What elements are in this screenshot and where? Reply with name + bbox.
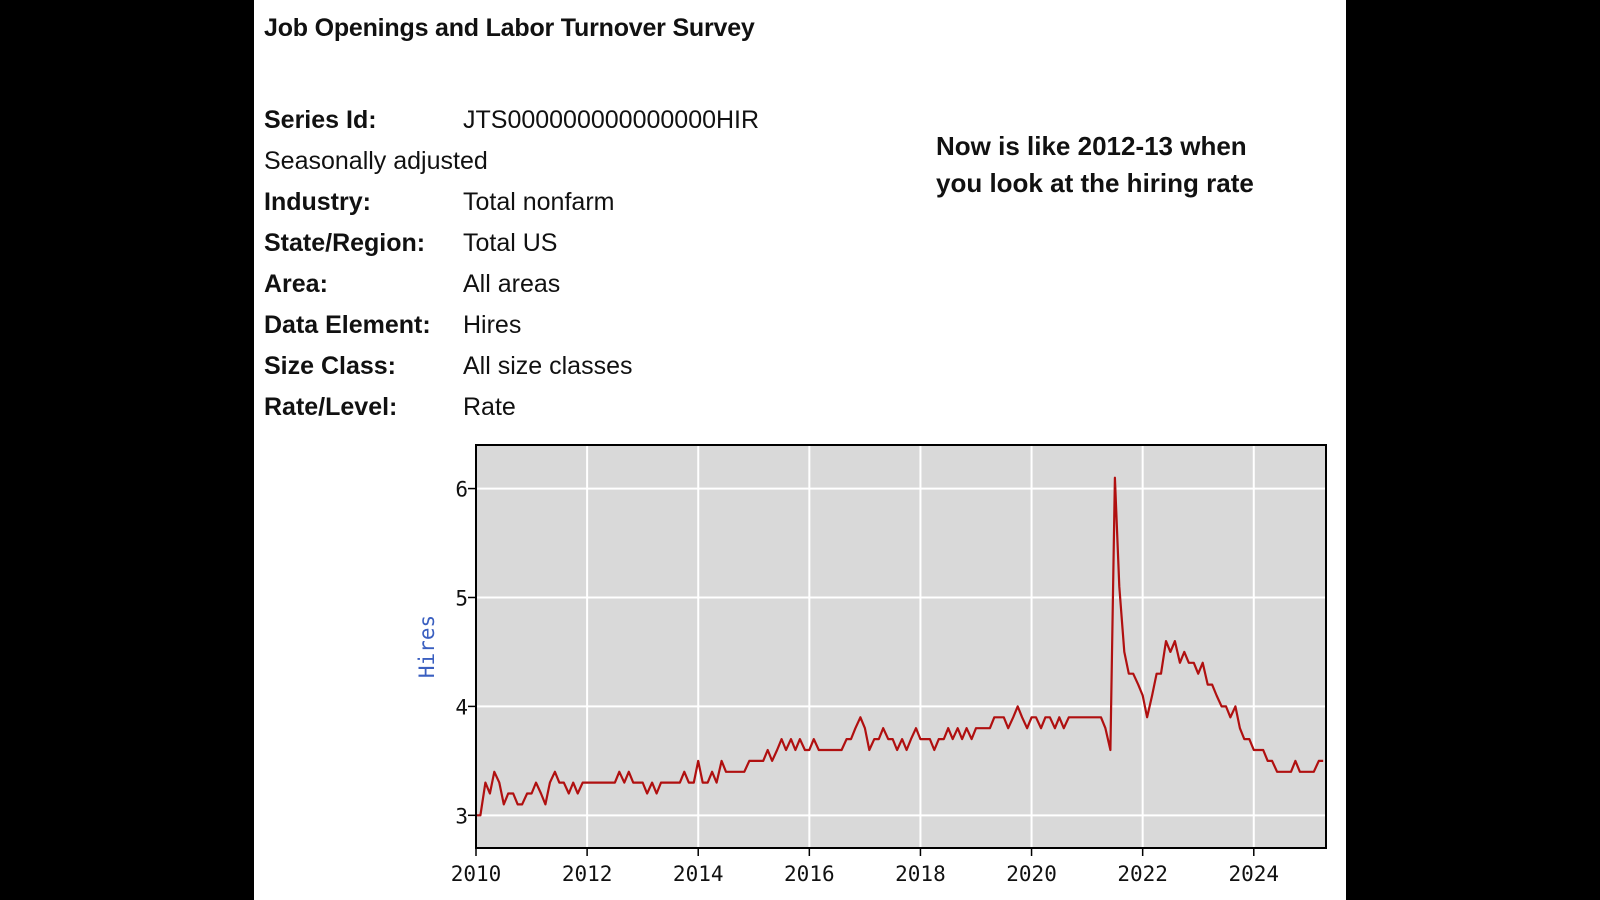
rate-level-value: Rate [463, 393, 516, 421]
area-row: Area: All areas [264, 264, 759, 305]
rate-level-label: Rate/Level: [264, 393, 398, 421]
series-metadata: Series Id: JTS000000000000000HIR Seasonal… [264, 100, 759, 428]
area-label: Area: [264, 270, 328, 298]
x-tick-label: 2018 [895, 862, 946, 886]
adjustment-text: Seasonally adjusted [264, 147, 488, 175]
x-axis-ticks: 2010 2012 2014 2016 2018 2020 2022 2024 [451, 848, 1279, 886]
gridlines [476, 445, 1326, 848]
size-class-row: Size Class: All size classes [264, 346, 759, 387]
industry-row: Industry: Total nonfarm [264, 182, 759, 223]
page-title: Job Openings and Labor Turnover Survey [264, 14, 755, 42]
region-row: State/Region: Total US [264, 223, 759, 264]
y-tick-label: 6 [455, 478, 468, 502]
adjustment-row: Seasonally adjusted [264, 141, 759, 182]
x-tick-label: 2014 [673, 862, 724, 886]
region-label: State/Region: [264, 229, 426, 257]
x-tick-label: 2012 [562, 862, 613, 886]
y-axis-label: Hires [415, 615, 439, 678]
data-element-label: Data Element: [264, 311, 431, 339]
rate-level-row: Rate/Level: Rate [264, 387, 759, 428]
annotation-note: Now is like 2012-13 when you look at the… [936, 128, 1254, 202]
x-tick-label: 2022 [1117, 862, 1168, 886]
data-element-value: Hires [463, 311, 522, 339]
x-tick-label: 2024 [1228, 862, 1279, 886]
area-value: All areas [463, 270, 561, 298]
data-element-row: Data Element: Hires [264, 305, 759, 346]
report-panel: Job Openings and Labor Turnover Survey S… [254, 0, 1346, 900]
size-class-label: Size Class: [264, 352, 397, 380]
region-value: Total US [463, 229, 558, 257]
y-tick-label: 3 [455, 804, 468, 828]
series-id-value: JTS000000000000000HIR [463, 106, 760, 134]
annotation-line-2: you look at the hiring rate [936, 168, 1254, 198]
size-class-value: All size classes [463, 352, 633, 380]
x-tick-label: 2020 [1006, 862, 1057, 886]
series-id-label: Series Id: [264, 106, 377, 134]
hires-series-line [476, 476, 1324, 817]
industry-label: Industry: [264, 188, 371, 216]
series-id-row: Series Id: JTS000000000000000HIR [264, 100, 759, 141]
industry-value: Total nonfarm [463, 188, 615, 216]
annotation-line-1: Now is like 2012-13 when [936, 131, 1247, 161]
y-tick-label: 5 [455, 586, 468, 610]
hires-line-chart: 2010 2012 2014 2016 2018 2020 2022 2024 3 4 5 6 Hi… [415, 444, 1327, 886]
plot-area [476, 445, 1326, 848]
plot-frame [475, 444, 1327, 849]
x-tick-label: 2016 [784, 862, 835, 886]
y-axis-ticks: 3 4 5 6 [455, 478, 476, 828]
y-tick-label: 4 [455, 695, 468, 719]
x-tick-label: 2010 [451, 862, 502, 886]
